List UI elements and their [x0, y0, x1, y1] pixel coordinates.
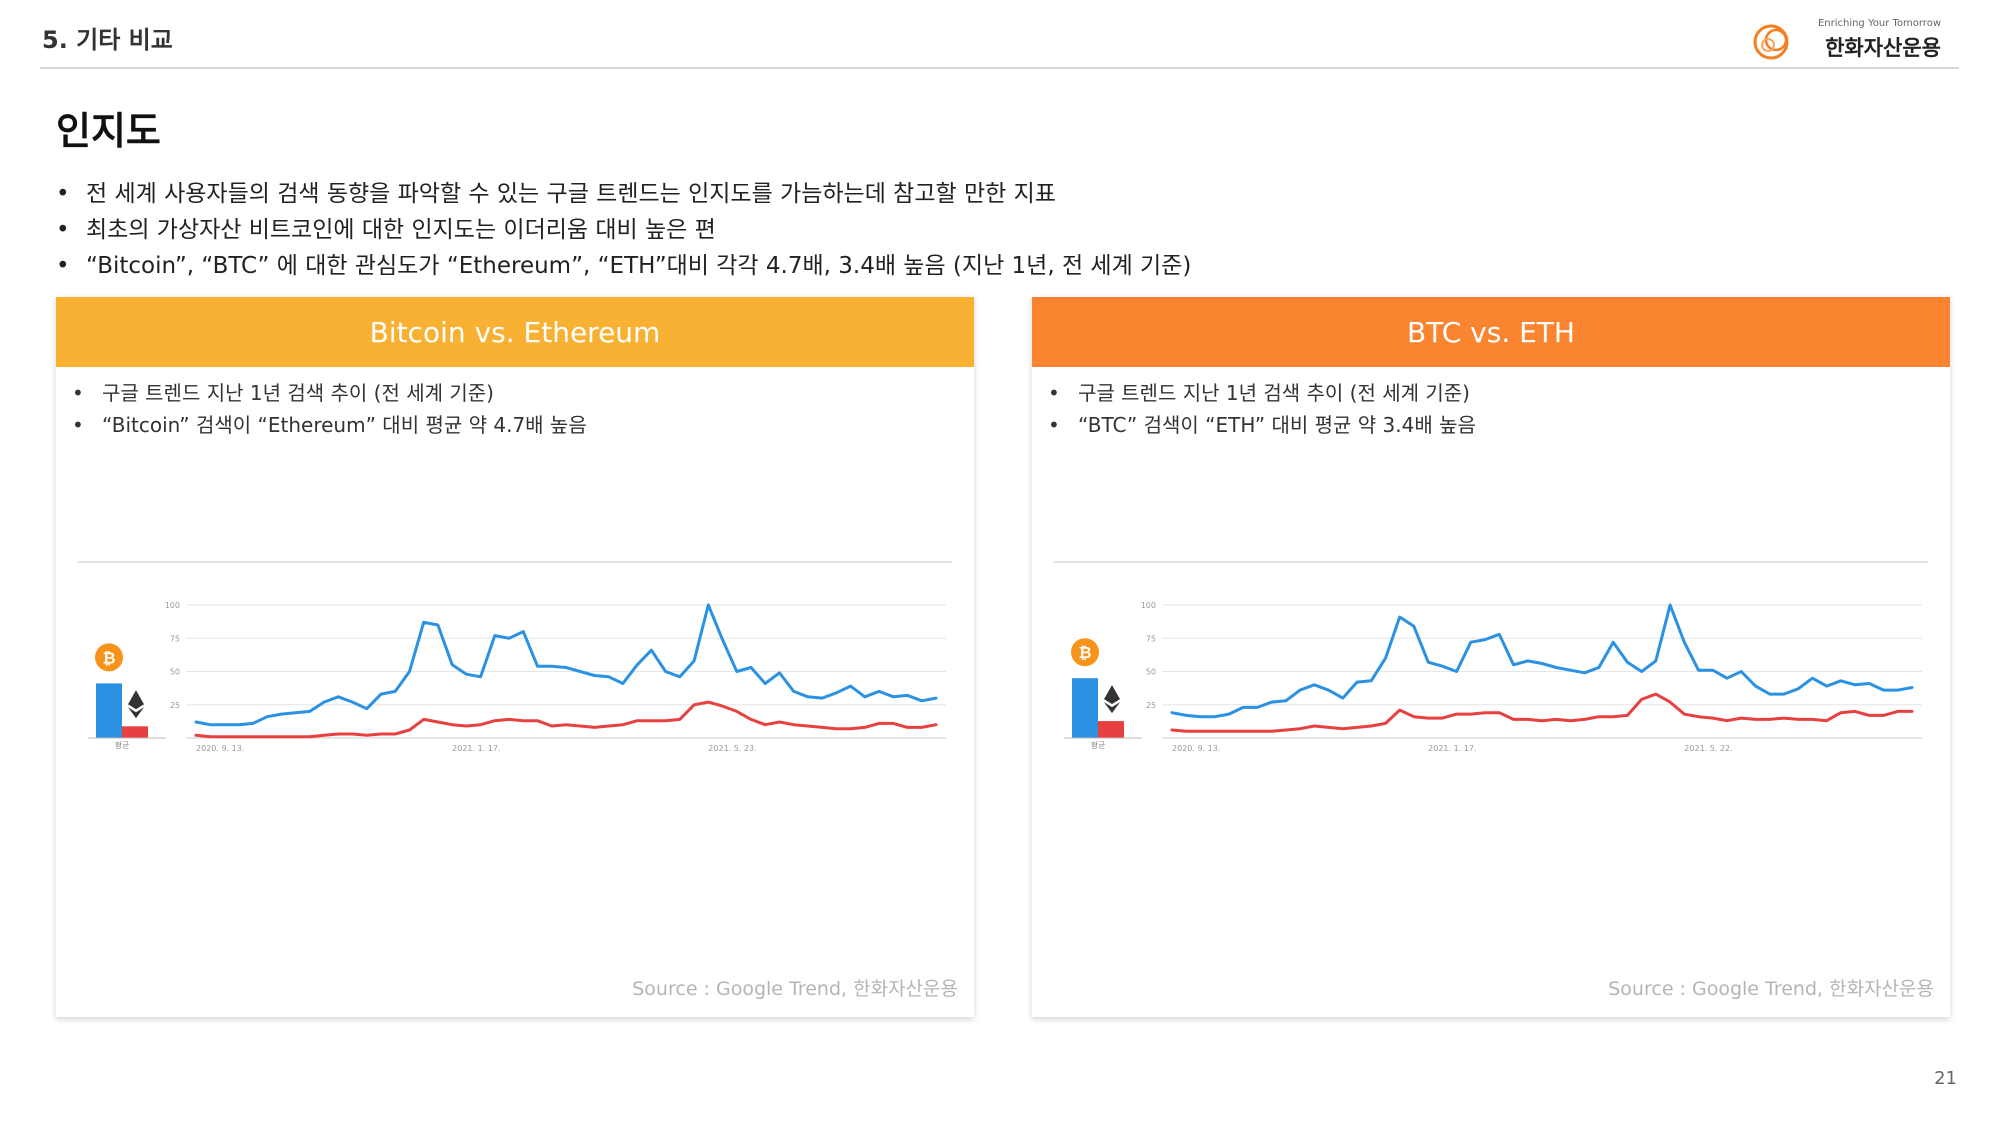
series-line-secondary: [194, 700, 938, 739]
y-tick-label: 50: [170, 668, 180, 677]
panel-btc-vs-eth: BTC vs. ETH 구글 트렌드 지난 1년 검색 추이 (전 세계 기준)…: [1032, 297, 1950, 1017]
average-bar-bitcoin: [96, 683, 122, 738]
y-tick-label: 75: [1146, 634, 1156, 643]
brand-tagline: Enriching Your Tomorrow: [1817, 18, 1941, 29]
panel-note: 구글 트렌드 지난 1년 검색 추이 (전 세계 기준): [1048, 377, 1476, 409]
header-divider: [40, 67, 1959, 69]
y-tick-label: 50: [1146, 668, 1156, 677]
average-label: 평균: [1091, 740, 1106, 750]
panel-bitcoin-vs-ethereum: Bitcoin vs. Ethereum 구글 트렌드 지난 1년 검색 추이 …: [56, 297, 974, 1017]
y-tick-label: 25: [1146, 701, 1156, 710]
panel-note: 구글 트렌드 지난 1년 검색 추이 (전 세계 기준): [72, 377, 587, 409]
x-tick-label: 2020. 9. 13.: [1172, 744, 1220, 753]
summary-bullet: 최초의 가상자산 비트코인에 대한 인지도는 이더리움 대비 높은 편: [56, 212, 1191, 248]
trend-chart: ₿ 평균 100 75 50 25 2020. 9. 13. 2021. 1. 17. 2021…: [1054, 561, 1928, 753]
panel-title: BTC vs. ETH: [1032, 297, 1950, 367]
x-tick-label: 2021. 1. 17.: [452, 744, 500, 753]
ethereum-icon-lower: [128, 707, 144, 719]
panel-title: Bitcoin vs. Ethereum: [56, 297, 974, 367]
summary-bullet: 전 세계 사용자들의 검색 동향을 파악할 수 있는 구글 트렌드는 인지도를 …: [56, 176, 1191, 212]
series-line-secondary: [1170, 692, 1914, 733]
brand-logo-group: Enriching Your Tomorrow 한화자산운용: [1751, 14, 1941, 66]
x-tick-label: 2021. 1. 17.: [1428, 744, 1476, 753]
bitcoin-icon-glyph: ₿: [102, 648, 115, 667]
page-number: 21: [1934, 1068, 1957, 1089]
y-tick-label: 25: [170, 701, 180, 710]
average-bar-bitcoin: [1072, 678, 1098, 738]
y-tick-label: 100: [165, 601, 180, 610]
trend-chart: ₿ 평균 100 75 50 25 2020. 9. 13. 2021. 1. 17. 2021…: [78, 561, 952, 753]
brand-name: 한화자산운용: [1825, 36, 1941, 60]
panel-notes: 구글 트렌드 지난 1년 검색 추이 (전 세계 기준) “Bitcoin” 검…: [72, 377, 587, 441]
ethereum-icon: [1104, 685, 1120, 705]
panel-note: “Bitcoin” 검색이 “Ethereum” 대비 평균 약 4.7배 높음: [72, 409, 587, 441]
x-tick-label: 2020. 9. 13.: [196, 744, 244, 753]
bitcoin-icon: [95, 643, 123, 672]
average-bar-ethereum: [1098, 721, 1124, 738]
panel-note: “BTC” 검색이 “ETH” 대비 평균 약 3.4배 높음: [1048, 409, 1476, 441]
y-tick-label: 75: [170, 634, 180, 643]
average-bar-ethereum: [122, 726, 148, 738]
hanwha-logo-icon: [1753, 24, 1789, 60]
x-tick-label: 2021. 5. 22.: [1684, 744, 1732, 753]
ethereum-icon-lower: [1104, 702, 1120, 714]
summary-bullets: 전 세계 사용자들의 검색 동향을 파악할 수 있는 구글 트렌드는 인지도를 …: [56, 176, 1191, 284]
bitcoin-icon-glyph: ₿: [1078, 643, 1091, 662]
bitcoin-icon: [1071, 638, 1099, 667]
x-tick-label: 2021. 5. 23.: [708, 744, 756, 753]
panel-notes: 구글 트렌드 지난 1년 검색 추이 (전 세계 기준) “BTC” 검색이 “…: [1048, 377, 1476, 441]
series-line-primary: [194, 603, 938, 727]
page-heading: 인지도: [56, 109, 161, 153]
ethereum-icon: [128, 690, 144, 710]
series-line-primary: [1170, 603, 1914, 719]
summary-bullet: “Bitcoin”, “BTC” 에 대한 관심도가 “Ethereum”, “…: [56, 248, 1191, 284]
panel-source: Source : Google Trend, 한화자산운용: [632, 978, 958, 1000]
panel-source: Source : Google Trend, 한화자산운용: [1608, 978, 1934, 1000]
y-tick-label: 100: [1141, 601, 1156, 610]
section-title: 5. 기타 비교: [42, 26, 173, 54]
average-label: 평균: [115, 740, 130, 750]
